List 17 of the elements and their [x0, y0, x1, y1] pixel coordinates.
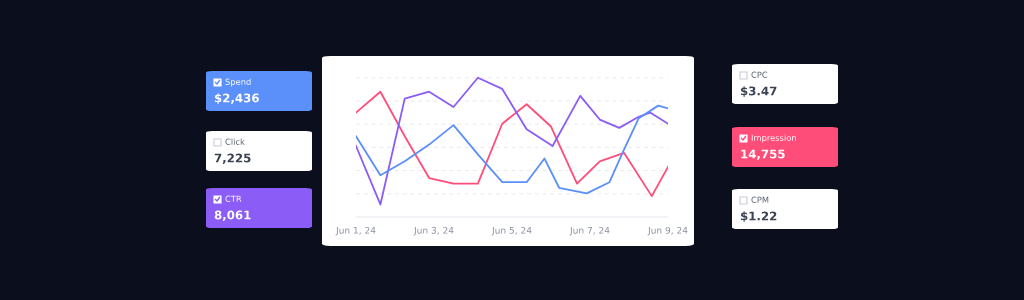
text: 7,225 [214, 153, 251, 164]
text: $3.47 [740, 86, 777, 97]
text: $1.22 [740, 211, 777, 222]
category-label: CPC [751, 71, 768, 78]
category-label: Click [225, 138, 245, 145]
x-tick-label: Jun 3, 24 [413, 226, 454, 236]
category-label: CTR [225, 195, 242, 202]
category-label: Spend [225, 78, 251, 87]
category-label: Impression [751, 134, 796, 143]
x-tick-label: Jun 1, 24 [335, 226, 376, 236]
x-tick-label: Jun 5, 24 [491, 226, 532, 236]
category-label: CPM [751, 196, 769, 203]
text: 8,061 [214, 210, 251, 221]
text: 14,755 [741, 149, 785, 160]
x-tick-label: Jun 9, 24 [647, 226, 688, 236]
text: $2,436 [214, 93, 259, 104]
x-tick-label: Jun 7, 24 [569, 226, 610, 236]
